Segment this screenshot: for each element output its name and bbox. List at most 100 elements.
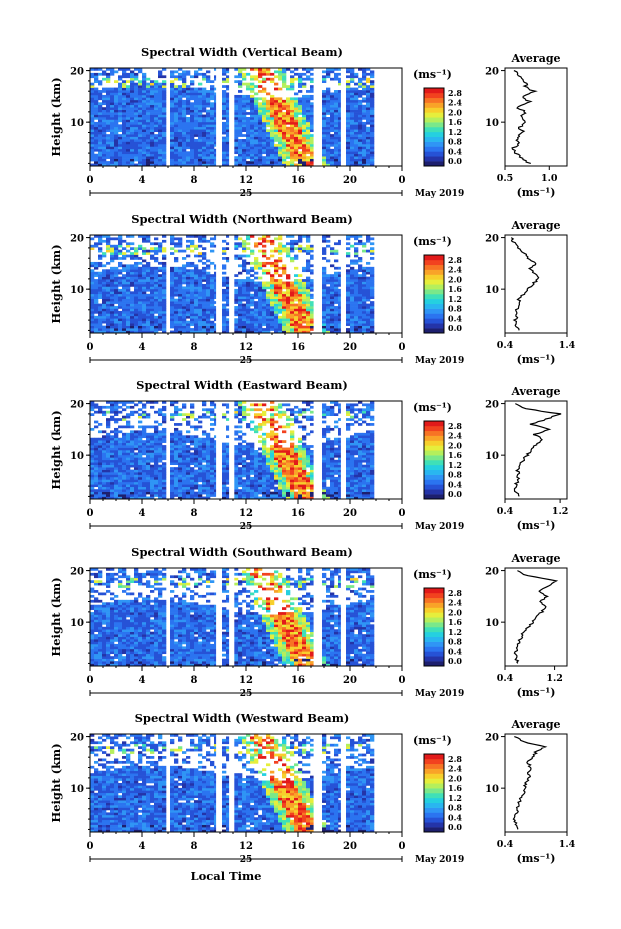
heatmap-cell [94,143,99,147]
heatmap-cell [206,114,211,118]
heatmap-cell [234,148,239,152]
heatmap-cell [294,279,299,282]
heatmap-cell [322,308,327,312]
heatmap-cell [290,298,295,302]
heatmap-cell [142,320,147,324]
heatmap-cell [294,136,299,140]
heatmap-cell [118,129,123,132]
panel-1: Spectral Width (Vertical Beam)1020Height… [49,45,568,199]
heatmap-cell [146,437,151,441]
heatmap-cell [146,303,151,307]
heatmap-cell [290,301,295,304]
heatmap-cell [306,261,311,265]
heatmap-cell [278,163,283,167]
heatmap-cell [90,484,95,488]
heatmap-cell [178,271,183,275]
heatmap-cell [250,286,255,290]
heatmap-cell [154,286,159,290]
heatmap-cell [362,330,367,334]
heatmap-cell [202,131,207,135]
heatmap-cell [102,474,107,478]
heatmap-cell [286,121,291,125]
heatmap-cell [206,320,211,324]
heatmap-cell [242,303,247,307]
heatmap-cell [122,97,127,101]
heatmap-cell [106,454,111,458]
heatmap-cell [194,161,199,164]
heatmap-cell [178,119,183,123]
heatmap-cell [358,143,363,147]
heatmap-cell [102,410,107,414]
heatmap-cell [334,249,339,253]
heatmap-cell [210,136,215,140]
heatmap-cell [350,75,355,79]
heatmap-cell [170,276,175,280]
heatmap-cell [370,279,375,282]
heatmap-cell [186,104,191,108]
heatmap-cell [226,293,231,297]
heatmap-cell [174,126,179,130]
heatmap-cell [294,254,299,258]
x-tick-label: 4 [139,175,146,186]
heatmap-cell [278,284,283,287]
heatmap-cell [118,68,123,71]
heatmap-cell [102,109,107,113]
heatmap-cell [142,440,147,443]
heatmap-cell [90,408,95,412]
heatmap-cell [350,286,355,290]
heatmap-cell [126,494,131,497]
heatmap-cell [198,87,203,91]
heatmap-cell [246,126,251,130]
heatmap-cell [302,318,307,322]
heatmap-cell [190,146,195,150]
heatmap-cell [146,452,151,456]
heatmap-cell [278,235,283,238]
heatmap-cell [370,158,375,162]
heatmap-cell [262,124,267,128]
heatmap-cell [198,161,203,164]
heatmap-cell [142,121,147,125]
heatmap-cell [158,310,163,314]
heatmap-cell [310,293,315,297]
heatmap-cell [174,124,179,128]
heatmap-cell [142,143,147,147]
heatmap-cell [282,301,287,304]
heatmap-cell [346,82,351,86]
heatmap-cell [350,114,355,118]
heatmap-cell [194,266,199,270]
heatmap-cell [238,279,243,282]
heatmap-cell [118,97,123,101]
heatmap-cell [270,161,275,164]
heatmap-cell [114,279,119,282]
heatmap-cell [106,494,111,497]
heatmap-cell [246,235,251,238]
heatmap-cell [150,97,155,101]
heatmap-cell [158,94,163,98]
heatmap-cell [150,247,155,250]
heatmap-cell [162,320,167,324]
heatmap-cell [98,109,103,113]
heatmap-cell [130,320,135,324]
heatmap-cell [322,163,327,167]
heatmap-cell [302,320,307,324]
heatmap-cell [358,85,363,88]
heatmap-cell [366,131,371,135]
heatmap-cell [338,92,343,96]
heatmap-cell [154,281,159,285]
heatmap-cell [334,109,339,113]
heatmap-cell [370,92,375,96]
heatmap-cell [90,405,95,409]
heatmap-cell [122,114,127,118]
heatmap-cell [134,257,139,260]
heatmap-cell [358,242,363,246]
heatmap-cell [150,291,155,295]
heatmap-cell [222,284,227,287]
heatmap-cell [106,87,111,91]
heatmap-cell [126,158,131,162]
heatmap-cell [150,124,155,128]
heatmap-cell [366,276,371,280]
heatmap-cell [178,153,183,157]
heatmap-cell [178,136,183,140]
heatmap-cell [126,437,131,441]
heatmap-cell [130,266,135,270]
